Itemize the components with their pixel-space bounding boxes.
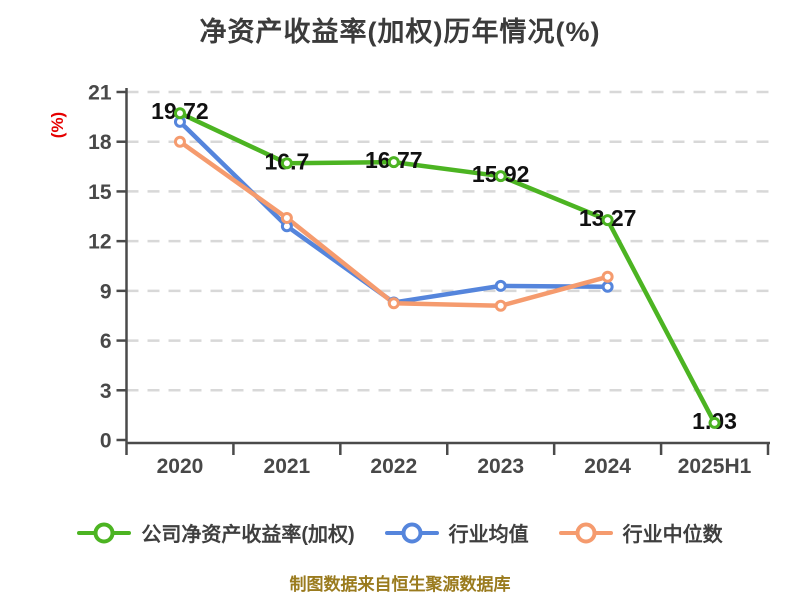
x-tick-label: 2025H1 [678,455,752,478]
y-tick-label: 6 [100,330,112,353]
legend-marker-company-icon [77,520,132,546]
y-tick-label: 0 [100,430,112,453]
x-tick-label: 2022 [370,455,417,478]
data-point [601,280,614,293]
data-point [494,299,507,312]
y-tick-label: 15 [88,181,112,204]
legend-marker-industry-mean-icon [384,520,439,546]
series-line [177,110,717,426]
legend-item-industry-median[interactable]: 行业中位数 [558,518,723,547]
y-tick-label: 21 [88,82,112,105]
y-tick-label: 9 [100,280,112,303]
source-caption: 制图数据来自恒生聚源数据库 [289,575,511,594]
x-tick-label: 2020 [157,455,204,478]
y-tick-label: 12 [88,231,111,254]
legend-item-industry-mean[interactable]: 行业均值 [384,518,529,547]
data-point [280,157,293,170]
data-point [173,107,186,120]
chart-legend: 公司净资产收益率(加权) 行业均值 行业中位数 [0,518,800,547]
data-point [601,214,614,227]
data-point [601,270,614,283]
data-point [708,416,721,429]
x-tick-label: 2023 [477,455,524,478]
data-point [494,170,507,183]
y-tick-label: 3 [100,380,112,403]
data-point [494,279,507,292]
y-axis-unit-label: (%) [48,112,67,138]
legend-label-industry-mean: 行业均值 [448,524,529,546]
x-tick-label: 2024 [584,455,631,478]
legend-label-company: 公司净资产收益率(加权) [141,524,355,546]
x-tick-label: 2021 [264,455,311,478]
legend-item-company[interactable]: 公司净资产收益率(加权) [77,518,355,547]
chart-title: 净资产收益率(加权)历年情况(%) [199,17,601,47]
y-tick-label: 18 [88,131,112,154]
legend-label-industry-median: 行业中位数 [622,524,723,546]
data-point [387,156,400,169]
data-point [280,211,293,224]
legend-marker-industry-median-icon [558,520,613,546]
data-point [173,135,186,148]
data-point [387,297,400,310]
